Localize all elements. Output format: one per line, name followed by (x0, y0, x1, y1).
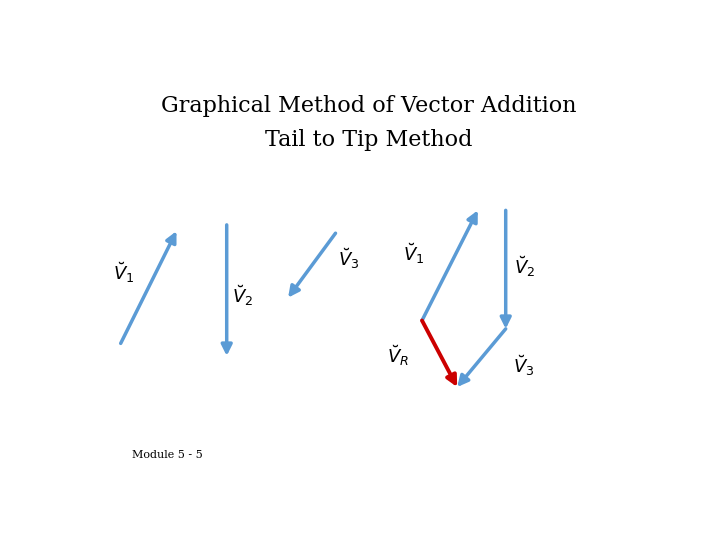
Text: Graphical Method of Vector Addition: Graphical Method of Vector Addition (161, 96, 577, 117)
Text: $\breve{V}_3$: $\breve{V}_3$ (513, 353, 534, 378)
Text: $\breve{V}_1$: $\breve{V}_1$ (114, 260, 135, 285)
Text: $\breve{V}_1$: $\breve{V}_1$ (403, 241, 425, 266)
Text: $\breve{V}_2$: $\breve{V}_2$ (233, 283, 253, 308)
Text: $\breve{V}_3$: $\breve{V}_3$ (338, 246, 360, 271)
Text: $\breve{V}_2$: $\breve{V}_2$ (514, 254, 535, 279)
Text: Module 5 - 5: Module 5 - 5 (132, 450, 202, 460)
Text: $\breve{V}_R$: $\breve{V}_R$ (387, 343, 409, 368)
Text: Tail to Tip Method: Tail to Tip Method (265, 129, 473, 151)
